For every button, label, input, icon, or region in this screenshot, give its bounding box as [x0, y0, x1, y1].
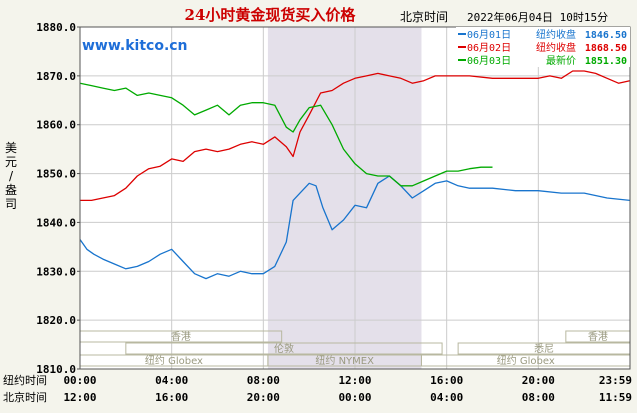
time-tick-label: 04:00 [155, 374, 188, 387]
time-tick-label: 12:00 [63, 391, 96, 404]
y-axis-label-char: 美 [5, 141, 17, 155]
legend-series-value: 1846.50 [585, 30, 627, 41]
series-line-3 [79, 82, 493, 187]
y-tick-label: 1840.0 [36, 216, 76, 229]
legend-series-kind: 最新价 [546, 54, 576, 67]
time-tick-label: 04:00 [430, 391, 463, 404]
time-tick-label: 20:00 [522, 374, 555, 387]
y-axis-label-char: 元 [5, 155, 17, 169]
session-highlight-band [267, 27, 422, 369]
market-session-label: 伦敦 [274, 342, 294, 355]
legend-series-name: 06月03日 [467, 55, 511, 67]
watermark-url: www.kitco.cn [82, 38, 188, 54]
y-tick-label: 1880.0 [36, 21, 76, 34]
time-tick-label: 00:00 [63, 374, 96, 387]
y-tick-label: 1830.0 [36, 265, 76, 278]
y-tick-label: 1820.0 [36, 314, 76, 327]
y-axis-label-char: / [9, 169, 14, 183]
legend-series-name: 06月02日 [467, 42, 511, 54]
market-session-label: 纽约 NYMEX [315, 354, 374, 367]
timestamp: 2022年06月04日 10时15分 [467, 10, 608, 24]
legend-series-name: 06月01日 [467, 29, 511, 41]
time-tick-label: 08:00 [247, 374, 280, 387]
y-tick-label: 1810.0 [36, 363, 76, 376]
market-session-bar [267, 354, 422, 367]
market-session-label: 悉尼 [534, 343, 554, 355]
market-session-label: 纽约 Globex [145, 354, 203, 367]
timestamp-prefix: 北京时间 [400, 10, 448, 24]
time-tick-label: 23:59 [599, 374, 632, 387]
time-row-label: 纽约时间 [3, 373, 47, 387]
y-tick-label: 1860.0 [36, 119, 76, 132]
legend-box [456, 27, 630, 67]
time-tick-label: 00:00 [338, 391, 371, 404]
legend-series-value: 1851.30 [585, 56, 627, 67]
market-session-label: 香港 [588, 331, 608, 343]
plot-border [79, 26, 631, 370]
y-axis-label-char: 盎 [5, 183, 17, 197]
time-tick-label: 16:00 [430, 374, 463, 387]
time-tick-label: 20:00 [247, 391, 280, 404]
legend-series-value: 1868.50 [585, 43, 627, 54]
legend-series-kind: 纽约收盘 [536, 28, 576, 41]
chart-title: 24小时黄金现货买入价格 [185, 6, 357, 24]
series-line-1 [79, 175, 630, 280]
time-row-label: 北京时间 [3, 390, 47, 404]
market-session-bar [125, 342, 443, 355]
time-tick-label: 12:00 [338, 374, 371, 387]
time-tick-label: 16:00 [155, 391, 188, 404]
series-line-2 [80, 70, 630, 202]
market-session-label: 纽约 Globex [497, 354, 555, 367]
y-tick-label: 1850.0 [36, 168, 76, 181]
time-tick-label: 11:59 [599, 391, 632, 404]
legend-series-kind: 纽约收盘 [536, 41, 576, 54]
market-session-label: 香港 [171, 331, 191, 343]
time-tick-label: 08:00 [522, 391, 555, 404]
y-tick-label: 1870.0 [36, 70, 76, 83]
y-axis-label-char: 司 [5, 197, 17, 211]
